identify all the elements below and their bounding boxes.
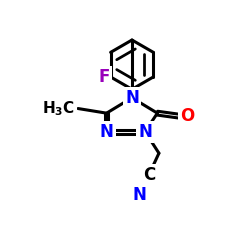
Text: H: H — [63, 100, 76, 117]
Text: F: F — [99, 68, 110, 86]
Text: N: N — [100, 123, 114, 141]
Text: $\mathregular{H_3C}$: $\mathregular{H_3C}$ — [42, 99, 75, 118]
Text: N: N — [138, 123, 152, 141]
Text: C: C — [143, 166, 155, 184]
Text: N: N — [133, 186, 146, 204]
Text: N: N — [125, 89, 139, 107]
Text: O: O — [180, 107, 194, 125]
